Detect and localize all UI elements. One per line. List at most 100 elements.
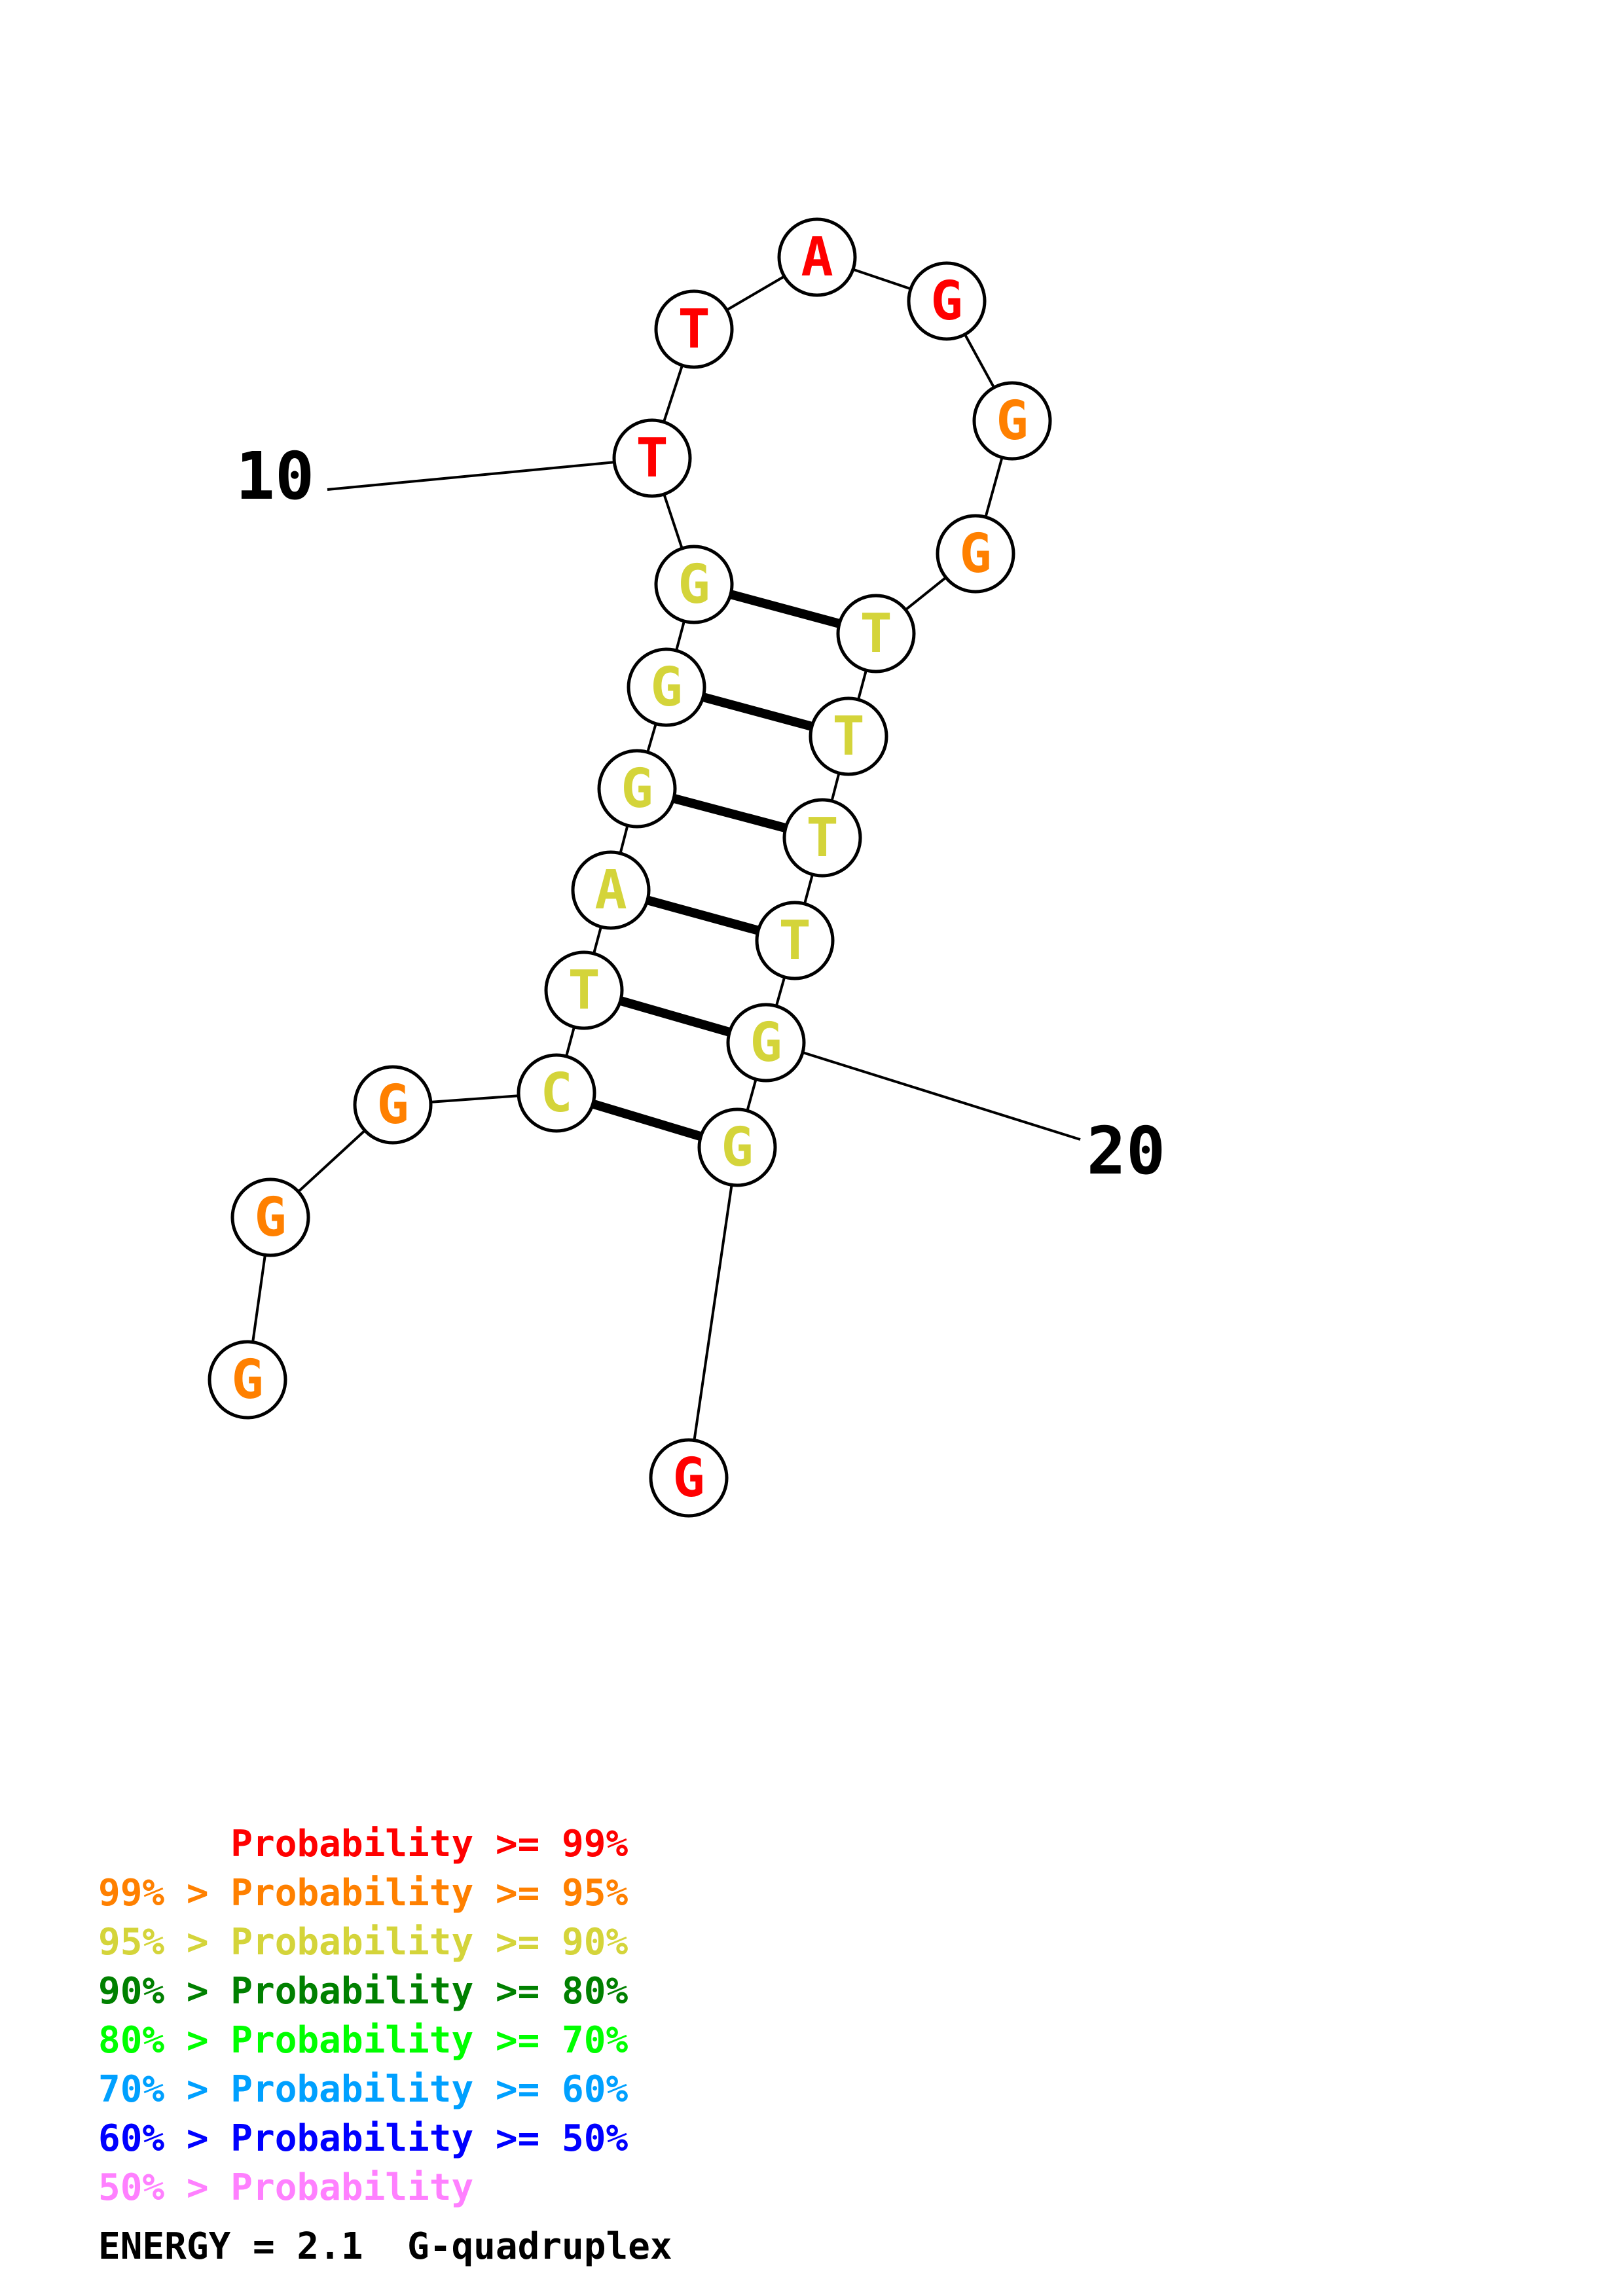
nucleotide-circle	[230, 1177, 310, 1257]
legend-row: 80% > Probability >= 70%	[98, 2016, 628, 2065]
nucleotide-base: G	[231, 1349, 263, 1411]
nucleotide-base: G	[678, 554, 710, 616]
legend-prefix: 70% >	[98, 2068, 231, 2111]
nucleotide: G	[654, 545, 734, 624]
nucleotide: G	[230, 1177, 310, 1257]
nucleotide: G	[627, 647, 706, 727]
nucleotide-circle	[936, 514, 1015, 594]
nucleotide-base: T	[778, 910, 811, 972]
legend-label: Probability >= 90%	[230, 1921, 629, 1964]
nucleotide-circle	[353, 1065, 433, 1145]
nucleotide-base: G	[750, 1012, 782, 1074]
nucleotide-base: G	[621, 758, 653, 820]
nucleotide-circle	[836, 594, 916, 673]
nucleotide: T	[809, 696, 888, 776]
energy-label: ENERGY = 2.1 G-quadruplex	[98, 2225, 672, 2268]
nucleotide-base: C	[540, 1062, 572, 1124]
index-leader-line	[327, 461, 616, 491]
legend-label: Probability >= 95%	[230, 1872, 629, 1914]
legend-row: 90% > Probability >= 80%	[98, 1967, 628, 2016]
nucleotide: T	[612, 418, 692, 498]
nucleotide-base: T	[636, 427, 668, 490]
nucleotide-circle	[627, 647, 706, 727]
nucleotide: G	[649, 1438, 729, 1518]
legend-prefix: 90% >	[98, 1970, 231, 2013]
nucleotide-base: G	[721, 1117, 753, 1179]
nucleotide: G	[726, 1003, 806, 1083]
nucleotide-circle	[597, 749, 677, 829]
nucleotide-base: G	[376, 1074, 409, 1136]
nucleotide-base: G	[254, 1187, 286, 1249]
nucleotide-circle	[571, 850, 651, 930]
index-label: 20	[1087, 1113, 1165, 1189]
nucleotide: T	[654, 289, 734, 369]
legend-label: Probability >= 80%	[230, 1970, 629, 2013]
nucleotide: T	[782, 798, 862, 878]
nucleotide-circle	[654, 545, 734, 624]
nucleotide-base: G	[996, 390, 1028, 452]
legend-prefix: 95% >	[98, 1921, 231, 1964]
index-label: 10	[236, 438, 314, 514]
legend-label: Probability >= 60%	[230, 2068, 629, 2111]
legend-row: 99% > Probability >= 95%	[98, 1869, 628, 1918]
nucleotide: G	[972, 381, 1052, 461]
nucleotide-base: T	[860, 603, 892, 665]
nucleotide-circle	[649, 1438, 729, 1518]
nucleotide: G	[907, 261, 987, 341]
nucleotide: A	[571, 850, 651, 930]
nucleotide-circle	[208, 1340, 287, 1420]
nucleotide: T	[544, 950, 624, 1030]
legend-prefix: 50% >	[98, 2166, 231, 2209]
legend-row: 95% > Probability >= 90%	[98, 1918, 628, 1967]
nucleotide-base: T	[568, 960, 600, 1022]
legend-row: Probability >= 99%	[98, 1820, 628, 1869]
nucleotide: A	[777, 217, 857, 297]
legend-label: Probability	[230, 2166, 474, 2209]
nucleotide-base: G	[672, 1447, 704, 1509]
nucleotide-circle	[972, 381, 1052, 461]
nucleotide-circle	[777, 217, 857, 297]
nucleotide-circle	[612, 418, 692, 498]
nucleotide-circle	[697, 1107, 777, 1187]
nucleotide: G	[208, 1340, 287, 1420]
nucleotide: G	[353, 1065, 433, 1145]
nucleotide-circle	[907, 261, 987, 341]
probability-legend: Probability >= 99% 99% > Probability >= 9…	[98, 1820, 628, 2212]
legend-label: Probability >= 50%	[230, 2117, 629, 2160]
nucleotide-circle	[654, 289, 734, 369]
nucleotide-circle	[517, 1053, 596, 1133]
nucleotide-circle	[726, 1003, 806, 1083]
nucleotide: G	[597, 749, 677, 829]
nucleotide-base: T	[678, 298, 710, 361]
nucleotide-circle	[809, 696, 888, 776]
nucleotide: G	[936, 514, 1015, 594]
nucleotide: G	[697, 1107, 777, 1187]
nucleotide-base: G	[650, 656, 682, 719]
nucleotide-circle	[782, 798, 862, 878]
legend-prefix: 60% >	[98, 2117, 231, 2160]
nucleotide-base: A	[594, 859, 627, 922]
nucleotide-base: G	[959, 523, 991, 585]
nucleotide: C	[517, 1053, 596, 1133]
legend-label: Probability >= 99%	[230, 1823, 629, 1865]
legend-label: Probability >= 70%	[230, 2019, 629, 2062]
nucleotide-base: T	[832, 706, 864, 768]
nucleotide-base: T	[806, 807, 838, 869]
legend-row: 60% > Probability >= 50%	[98, 2114, 628, 2163]
nucleotide-circle	[755, 901, 835, 980]
nucleotide: T	[755, 901, 835, 980]
legend-prefix: 80% >	[98, 2019, 231, 2062]
legend-prefix: 99% >	[98, 1872, 231, 1914]
index-label-layer: 10 20	[236, 438, 1165, 1189]
nucleotide-circle	[544, 950, 624, 1030]
nucleotide-base: G	[930, 270, 962, 332]
nucleotide: T	[836, 594, 916, 673]
legend-row: 70% > Probability >= 60%	[98, 2065, 628, 2114]
backbone-link	[687, 1147, 739, 1479]
index-leader-line	[802, 1051, 1081, 1141]
nucleotide-base: A	[801, 226, 833, 289]
legend-row: 50% > Probability	[98, 2163, 628, 2212]
legend-prefix	[98, 1823, 230, 1865]
